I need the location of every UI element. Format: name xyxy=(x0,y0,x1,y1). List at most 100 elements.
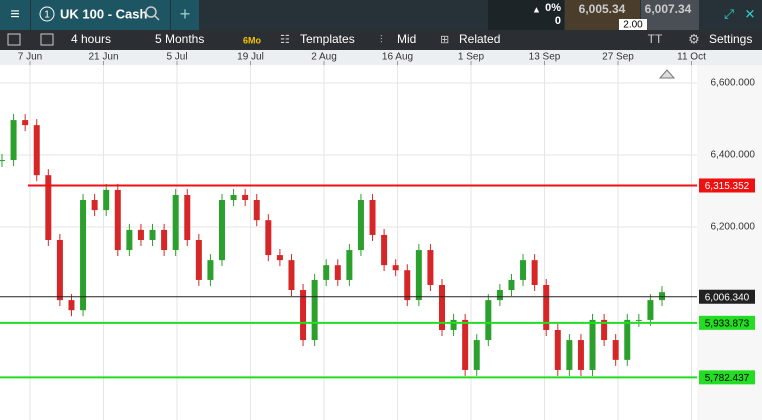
plot: 7 Jun 21 Jun 5 Jul 19 Jul 2 Aug 16 Aug 1 Sep 13… xyxy=(0,52,755,420)
candle-body xyxy=(577,340,584,370)
candle-body xyxy=(300,290,307,341)
level-label-box xyxy=(699,315,755,330)
x-tick-label: 27 Sep xyxy=(602,52,634,63)
candle-body xyxy=(0,160,5,162)
level-label: 6,006.340 xyxy=(705,292,750,303)
price-axis xyxy=(697,65,762,420)
candle-body xyxy=(334,265,341,280)
candle-body xyxy=(369,200,376,235)
candle-body xyxy=(635,319,642,321)
close-icon[interactable]: ✕ xyxy=(745,6,756,21)
spread: 2.00 xyxy=(623,20,643,31)
candle-body xyxy=(439,284,445,330)
candle-body xyxy=(56,239,63,301)
buy-price: 6,007.34 xyxy=(645,2,692,16)
menu-button[interactable] xyxy=(0,0,30,30)
x-tick-label: 16 Aug xyxy=(382,52,413,63)
candle-body xyxy=(427,250,434,285)
related-icon: ⊞ xyxy=(440,34,449,46)
candle-body xyxy=(230,194,237,201)
candle-body xyxy=(207,260,214,280)
candle-body xyxy=(404,270,411,301)
level-label: 5,933.873 xyxy=(705,318,750,329)
candle-body xyxy=(45,175,52,240)
text-icon[interactable]: TT xyxy=(648,32,663,46)
instrument-name: UK 100 - Cash xyxy=(60,6,147,21)
price-type[interactable]: Mid xyxy=(397,32,416,46)
candle-body xyxy=(103,189,110,211)
x-tick-label: 21 Jun xyxy=(88,52,118,63)
candle-body xyxy=(80,200,87,311)
candle-body xyxy=(323,265,330,280)
expand-icon[interactable]: ⤢ xyxy=(724,6,734,21)
candle-body xyxy=(195,239,202,280)
candle-body xyxy=(242,194,249,201)
candle-body xyxy=(462,319,469,370)
candle-body xyxy=(589,319,596,370)
y-tick-label: 6,600.000 xyxy=(711,78,756,89)
settings-icon: ⚙ xyxy=(688,31,700,46)
level-label: 5,782.437 xyxy=(705,373,750,384)
list-icon[interactable] xyxy=(7,33,21,46)
change-percent: 0% xyxy=(545,2,561,14)
candle-body xyxy=(22,120,29,126)
candle-body xyxy=(659,292,665,301)
add-tab[interactable] xyxy=(171,0,199,30)
templates-icon: ☷ xyxy=(280,34,290,46)
menu-icon: ≡ xyxy=(10,6,19,23)
layout-icon[interactable] xyxy=(40,33,54,46)
candle-body xyxy=(253,200,260,221)
search-icon-handle xyxy=(154,15,160,21)
candle-body xyxy=(508,279,515,291)
candle-body xyxy=(520,260,527,280)
candle-body xyxy=(496,290,503,301)
candle-body xyxy=(137,229,144,240)
candle-body xyxy=(554,329,561,370)
candle-body xyxy=(566,340,573,370)
buy-button[interactable] xyxy=(641,0,699,30)
x-tick-label: 5 Jul xyxy=(166,52,187,63)
add-icon: + xyxy=(180,4,191,24)
tab-index-icon xyxy=(39,6,55,22)
change-points: 0 xyxy=(555,15,561,27)
x-tick-label: 1 Sep xyxy=(458,52,485,63)
candle-body xyxy=(473,340,480,370)
level-label-box xyxy=(699,289,755,304)
tab-index: 1 xyxy=(44,10,50,21)
level-label: 6,315.352 xyxy=(705,181,750,192)
level-label-box xyxy=(699,178,755,193)
date-axis xyxy=(0,50,762,65)
interval[interactable]: 4 hours xyxy=(71,32,111,46)
candle-body xyxy=(612,340,619,360)
range[interactable]: 5 Months xyxy=(155,32,204,46)
range-badge[interactable]: 6Mo xyxy=(243,35,262,45)
x-tick-label: 7 Jun xyxy=(18,52,42,63)
candle-body xyxy=(149,229,156,240)
candle-body xyxy=(91,200,98,211)
search-icon[interactable] xyxy=(145,6,157,18)
related[interactable]: Related xyxy=(459,32,500,46)
scroll-marker[interactable] xyxy=(658,69,676,79)
candle-body xyxy=(265,220,272,256)
change-box xyxy=(488,0,564,30)
spread-box xyxy=(619,19,647,30)
candle-body xyxy=(126,229,133,251)
candle-body xyxy=(357,200,364,251)
candle-body xyxy=(172,194,179,251)
candle-body xyxy=(381,234,388,266)
candle-body xyxy=(161,229,168,251)
settings[interactable]: Settings xyxy=(709,32,752,46)
x-tick-label: 2 Aug xyxy=(311,52,337,63)
candle-body xyxy=(415,250,422,301)
toolbar xyxy=(0,30,762,50)
candle-body xyxy=(219,200,225,261)
candle-body xyxy=(392,265,399,271)
price-type-icon: ⫶ xyxy=(380,35,383,46)
candle-body xyxy=(531,260,538,285)
candle-body xyxy=(311,279,318,341)
candle-body xyxy=(68,300,75,311)
level-label-box xyxy=(699,370,755,385)
x-tick-label: 19 Jul xyxy=(237,52,264,63)
candle-body xyxy=(184,194,191,240)
templates[interactable]: Templates xyxy=(300,32,355,46)
